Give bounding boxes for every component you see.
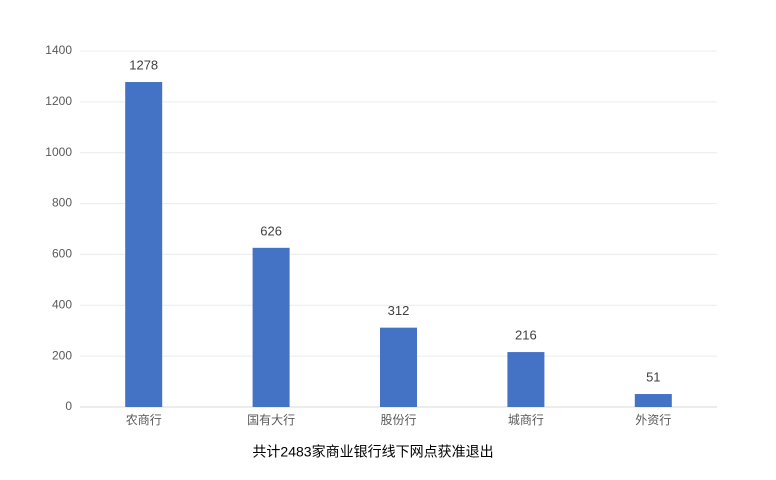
y-tick-label: 1400: [45, 43, 72, 57]
value-label: 312: [388, 303, 410, 318]
y-tick-label: 1000: [45, 145, 72, 159]
x-tick-label: 股份行: [380, 413, 416, 427]
bar: [634, 394, 672, 407]
bar: [125, 82, 163, 407]
y-tick-label: 600: [52, 247, 72, 261]
y-tick-label: 400: [52, 297, 72, 311]
y-tick-label: 0: [65, 399, 72, 413]
value-label: 626: [260, 223, 282, 238]
value-label: 1278: [129, 57, 158, 72]
y-tick-label: 1200: [45, 94, 72, 108]
chart-title: 共计2483家商业银行线下网点获准退出: [252, 444, 493, 460]
bar: [507, 352, 545, 407]
bar: [252, 247, 290, 407]
x-tick-label: 城商行: [508, 412, 544, 427]
x-tick-label: 农商行: [126, 412, 162, 427]
bar: [380, 327, 417, 407]
y-tick-label: 200: [52, 348, 72, 362]
value-label: 216: [515, 328, 537, 343]
x-tick-label: 外资行: [635, 413, 671, 427]
y-tick-label: 800: [52, 196, 72, 210]
x-tick-label: 国有大行: [247, 413, 295, 427]
value-label: 51: [646, 369, 660, 384]
